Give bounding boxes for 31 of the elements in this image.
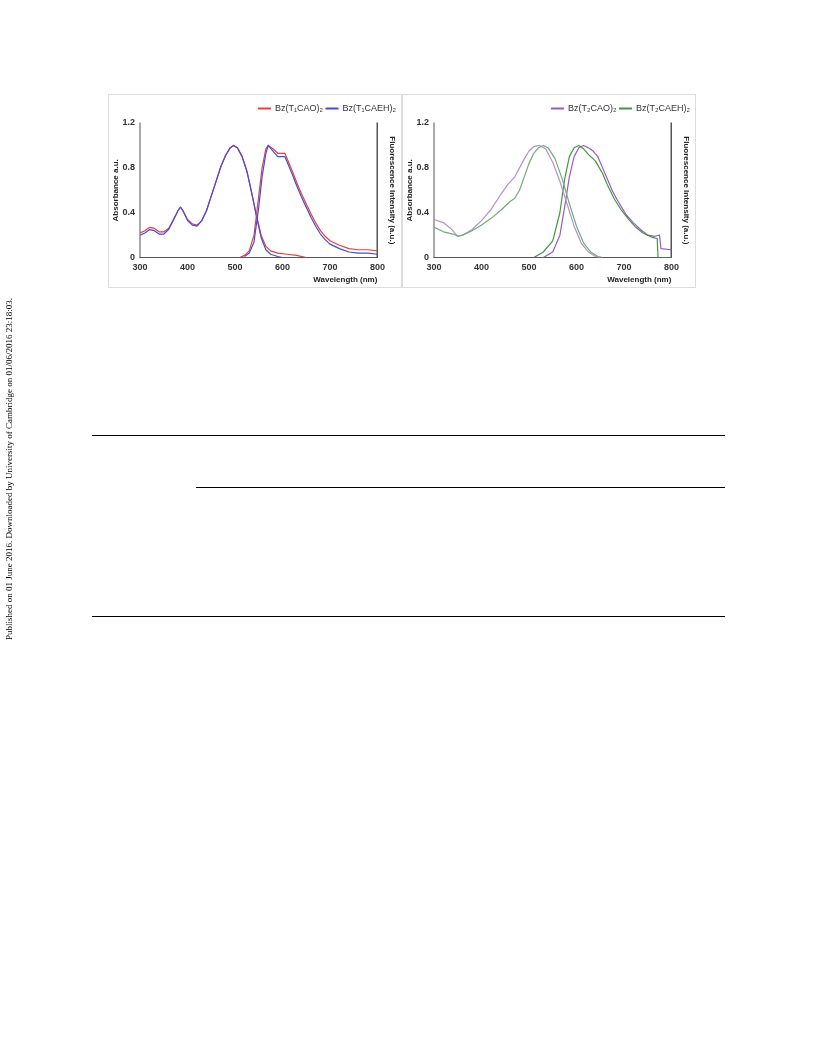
x-tick-label: 500	[521, 262, 537, 273]
y-tick-label: 0	[424, 252, 430, 263]
legend-label: Bz(T₁CAO)₂	[274, 102, 324, 113]
x-tick-label: 300	[132, 262, 148, 273]
y-tick-label: 1.2	[416, 117, 430, 128]
legend-label: Bz(T₂CAEH)₂	[636, 102, 691, 113]
x-tick-label: 400	[180, 262, 196, 273]
legend-label: Bz(T₂CAO)₂	[568, 102, 618, 113]
y-axis-title: Absorbance a.u.	[111, 159, 120, 222]
y-tick-label: 1.2	[122, 117, 136, 128]
y-tick-label: 0.4	[416, 207, 430, 218]
y-tick-label: 0.8	[122, 162, 136, 173]
y2-axis-title: Fluorescence Intensity (a.u.)	[682, 136, 691, 245]
x-tick-label: 600	[274, 262, 290, 273]
x-tick-label: 800	[369, 262, 385, 273]
x-tick-label: 400	[474, 262, 490, 273]
y-tick-label: 0	[130, 252, 136, 263]
y-tick-label: 0.4	[122, 207, 136, 218]
x-tick-label: 600	[568, 262, 584, 273]
y-tick-label: 0.8	[416, 162, 430, 173]
x-axis-title: Wavelength (nm)	[607, 275, 672, 285]
y-axis-title: Absorbance a.u.	[405, 159, 414, 222]
x-tick-label: 700	[322, 262, 338, 273]
x-tick-label: 800	[663, 262, 679, 273]
x-tick-label: 700	[616, 262, 632, 273]
x-tick-label: 300	[426, 262, 442, 273]
y2-axis-title: Fluorescence Intensity (a.u.)	[388, 136, 397, 245]
text: Published on 01 June 2016. Downloaded by University of Cambridge on 01/06/2016 23:18:03.	[4, 298, 14, 640]
x-axis-title: Wavelength (nm)	[313, 275, 378, 285]
legend-label: Bz(T₁CAEH)₂	[342, 102, 397, 113]
x-tick-label: 500	[227, 262, 243, 273]
